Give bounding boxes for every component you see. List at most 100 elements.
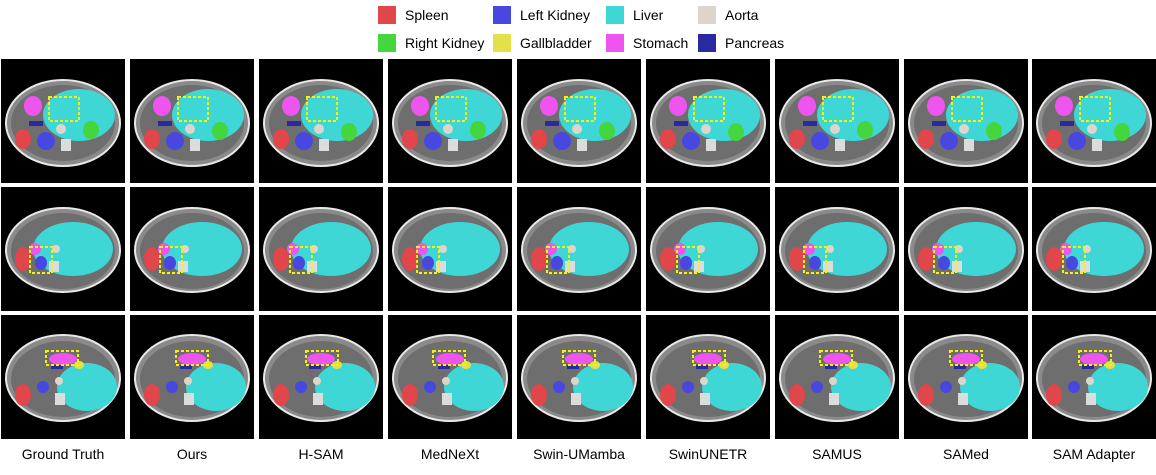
ct-slice-panel <box>1032 315 1156 439</box>
highlight-box <box>306 96 338 122</box>
pancreas-swatch <box>698 34 716 52</box>
caption-mednext: MedNeXt <box>420 446 480 462</box>
liver-mask <box>57 363 117 411</box>
highlight-box <box>933 246 957 274</box>
highlight-box <box>1079 96 1111 122</box>
pancreas-mask <box>567 365 579 369</box>
ct-slice-image <box>1036 334 1152 422</box>
stomach-swatch <box>606 34 624 52</box>
vertebra <box>190 139 200 151</box>
ct-slice-panel <box>1 187 125 311</box>
spleen-mask <box>531 129 547 149</box>
legend-label: Stomach <box>633 35 689 51</box>
caption-samus: SAMUS <box>812 446 862 462</box>
legend-item-liver: Liver <box>606 5 663 25</box>
liver-mask <box>444 363 504 411</box>
right-kidney-mask <box>1114 123 1130 141</box>
aorta-mask <box>700 377 708 385</box>
aorta-mask <box>184 377 192 385</box>
left-kidney-mask <box>682 381 694 393</box>
stomach-mask <box>823 353 851 365</box>
stomach-mask <box>416 243 428 255</box>
aorta-mask <box>1087 124 1097 134</box>
ct-slice-panel <box>388 315 512 439</box>
ct-slice-panel <box>388 187 512 311</box>
pancreas-mask <box>1060 121 1074 126</box>
liver-mask <box>315 363 375 411</box>
pancreas-mask <box>825 365 837 369</box>
left-kidney-mask <box>553 381 565 393</box>
stomach-mask <box>952 353 980 365</box>
stomach-mask <box>411 96 429 116</box>
ct-slice-image <box>1036 207 1152 293</box>
legend-item-pancreas: Pancreas <box>698 33 784 53</box>
pancreas-mask <box>158 121 172 126</box>
pancreas-mask <box>438 365 450 369</box>
legend-item-spleen: Spleen <box>378 5 449 25</box>
pancreas-mask <box>287 121 301 126</box>
vertebra <box>835 139 845 151</box>
stomach-mask <box>24 96 42 116</box>
spleen-mask <box>531 247 547 271</box>
ct-slice-panel <box>259 315 383 439</box>
vertebra <box>706 139 716 151</box>
left-kidney-mask <box>1068 132 1086 150</box>
legend-item-right-kidney: Right Kidney <box>378 33 484 53</box>
stomach-mask <box>178 353 206 365</box>
stomach-mask <box>669 96 687 116</box>
ct-slice-panel <box>130 187 254 311</box>
legend-label: Left Kidney <box>520 7 591 23</box>
aorta-mask <box>442 377 450 385</box>
liver-mask <box>186 363 246 411</box>
ct-slice-image <box>392 79 508 167</box>
vertebra <box>319 139 329 151</box>
vertebra <box>184 393 194 405</box>
stomach-mask <box>436 353 464 365</box>
vertebra <box>448 139 458 151</box>
ct-slice-panel <box>259 59 383 183</box>
vertebra <box>55 393 65 405</box>
ct-slice-panel <box>1 315 125 439</box>
stomach-mask <box>1080 353 1108 365</box>
aorta-mask <box>958 377 966 385</box>
spleen-mask <box>918 247 934 271</box>
caption-h-sam: H-SAM <box>298 446 344 462</box>
highlight-box <box>803 246 827 274</box>
highlight-box <box>692 350 726 366</box>
ct-slice-image <box>650 79 766 167</box>
highlight-box <box>693 96 725 122</box>
spleen-mask <box>789 384 805 406</box>
stomach-mask <box>282 96 300 116</box>
vertebra <box>61 139 71 151</box>
stomach-mask <box>153 96 171 116</box>
highlight-box <box>159 246 183 274</box>
spleen-mask <box>402 129 418 149</box>
left-kidney-swatch <box>493 6 511 24</box>
vertebra <box>49 261 59 272</box>
left-kidney-mask <box>37 132 55 150</box>
pancreas-mask <box>1082 365 1094 369</box>
left-kidney-mask <box>424 132 442 150</box>
spleen-mask <box>273 247 289 271</box>
stomach-mask <box>803 243 815 255</box>
ct-slice-image <box>134 207 250 293</box>
pancreas-mask <box>932 121 946 126</box>
spleen-mask <box>273 129 289 149</box>
highlight-box <box>676 246 700 274</box>
left-kidney-mask <box>938 256 950 270</box>
stomach-mask <box>1055 96 1073 116</box>
legend-item-stomach: Stomach <box>606 33 688 53</box>
stomach-mask <box>49 353 77 365</box>
ct-slice-image <box>134 334 250 422</box>
ct-slice-panel <box>517 315 641 439</box>
spleen-mask <box>402 247 418 271</box>
vertebra <box>823 261 833 272</box>
ct-slice-panel <box>130 315 254 439</box>
stomach-mask <box>927 96 945 116</box>
left-kidney-mask <box>551 256 563 270</box>
left-kidney-mask <box>37 381 49 393</box>
vertebra <box>700 393 710 405</box>
vertebra <box>1092 139 1102 151</box>
aorta-mask <box>571 377 579 385</box>
left-kidney-mask <box>295 381 307 393</box>
